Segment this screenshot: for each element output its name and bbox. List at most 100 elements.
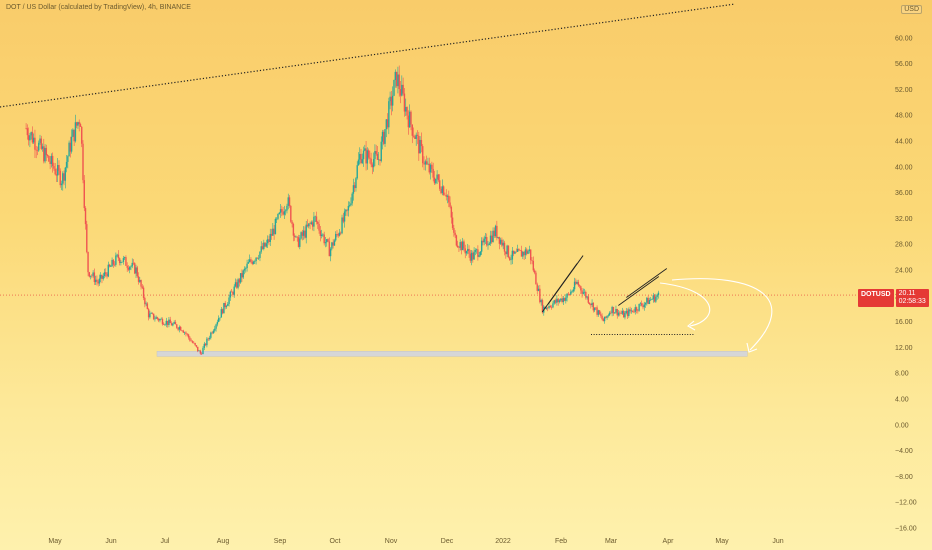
- channel-1-upper: [547, 255, 584, 305]
- candle-body: [72, 129, 74, 137]
- x-tick-label: Jun: [105, 538, 116, 545]
- candle-body: [491, 235, 493, 242]
- candle-body: [48, 155, 50, 162]
- candle-body: [411, 124, 413, 136]
- candle-body: [275, 218, 278, 220]
- currency-button[interactable]: USD: [901, 5, 922, 14]
- candle-body: [613, 312, 616, 314]
- candle-body: [422, 146, 424, 164]
- candle-body: [532, 260, 535, 271]
- candle-body: [169, 319, 171, 324]
- y-tick-label: −12.00: [895, 500, 917, 507]
- candle-body: [653, 295, 656, 302]
- candle-body: [449, 202, 451, 207]
- candle-body: [154, 318, 156, 320]
- candle-body: [248, 259, 251, 263]
- candle-body: [32, 137, 35, 143]
- candle-body: [92, 272, 94, 276]
- candle-body: [86, 224, 88, 252]
- candle-body: [139, 280, 141, 282]
- candle-body: [118, 258, 121, 263]
- candle-body: [611, 306, 613, 314]
- candle-body: [468, 248, 470, 254]
- candle-body: [88, 272, 91, 277]
- candle-body: [305, 224, 307, 238]
- candle-body: [403, 93, 406, 112]
- candle-body: [537, 288, 540, 291]
- candle-body: [40, 138, 42, 149]
- candle-body: [311, 222, 314, 227]
- candle-body: [634, 307, 636, 312]
- candle-body: [87, 251, 89, 273]
- candle-body: [193, 342, 195, 344]
- candle-body: [168, 319, 170, 325]
- candle-body: [300, 232, 302, 239]
- candle-body: [251, 261, 253, 264]
- candle-body: [51, 155, 54, 167]
- symbol-label: DOTUSD: [858, 289, 894, 307]
- candle-body: [189, 337, 191, 341]
- candle-body: [259, 251, 261, 258]
- candle-body: [606, 315, 608, 318]
- y-tick-label: −16.00: [895, 526, 917, 533]
- candle-body: [518, 249, 520, 251]
- candle-body: [561, 298, 563, 302]
- candle-body: [456, 245, 459, 248]
- candle-body: [425, 161, 428, 165]
- candle-body: [340, 232, 342, 234]
- candle-body: [380, 141, 382, 161]
- candle-body: [458, 247, 460, 248]
- candle-body: [408, 111, 411, 128]
- candle-body: [337, 234, 339, 236]
- y-tick-label: 40.00: [895, 164, 913, 171]
- candle-body: [98, 278, 101, 284]
- candle-body: [351, 193, 353, 204]
- candle-body: [142, 287, 145, 298]
- candle-body: [103, 272, 106, 276]
- candle-body: [402, 84, 404, 94]
- y-tick-label: −8.00: [895, 474, 913, 481]
- candle-body: [375, 151, 377, 154]
- candle-body: [365, 148, 367, 164]
- candle-body: [266, 239, 269, 244]
- candle-body: [308, 223, 310, 227]
- candle-body: [155, 317, 157, 319]
- candle-body: [238, 279, 241, 283]
- candle-body: [62, 173, 64, 184]
- candle-body: [379, 159, 381, 161]
- candle-body: [164, 324, 166, 326]
- candle-body: [539, 288, 541, 303]
- candle-body: [535, 272, 537, 285]
- y-tick-label: 36.00: [895, 190, 913, 197]
- candle-body: [68, 142, 70, 157]
- y-tick-label: 12.00: [895, 345, 913, 352]
- candle-body: [116, 254, 118, 256]
- candle-body: [407, 115, 410, 128]
- candle-body: [46, 155, 49, 156]
- candle-body: [415, 134, 417, 139]
- candle-body: [596, 307, 598, 315]
- candle-body: [108, 264, 111, 267]
- candle-body: [279, 209, 282, 213]
- candle-body: [571, 291, 573, 292]
- candle-body: [548, 306, 550, 308]
- candle-body: [122, 258, 125, 262]
- candle-body: [348, 205, 351, 206]
- candle-body: [399, 89, 402, 96]
- candle-body: [190, 340, 192, 342]
- candle-body: [241, 273, 243, 278]
- candle-body: [284, 210, 287, 212]
- candle-body: [296, 236, 298, 238]
- candle-body: [529, 249, 532, 261]
- candle-body: [494, 225, 497, 237]
- candle-body: [355, 178, 357, 189]
- candle-body: [232, 292, 234, 295]
- candle-body: [509, 257, 511, 260]
- candle-body: [264, 242, 266, 247]
- candle-body: [274, 218, 277, 235]
- candle-body: [496, 225, 498, 238]
- candle-body: [486, 237, 488, 246]
- candle-body: [74, 122, 77, 142]
- candle-body: [212, 330, 215, 334]
